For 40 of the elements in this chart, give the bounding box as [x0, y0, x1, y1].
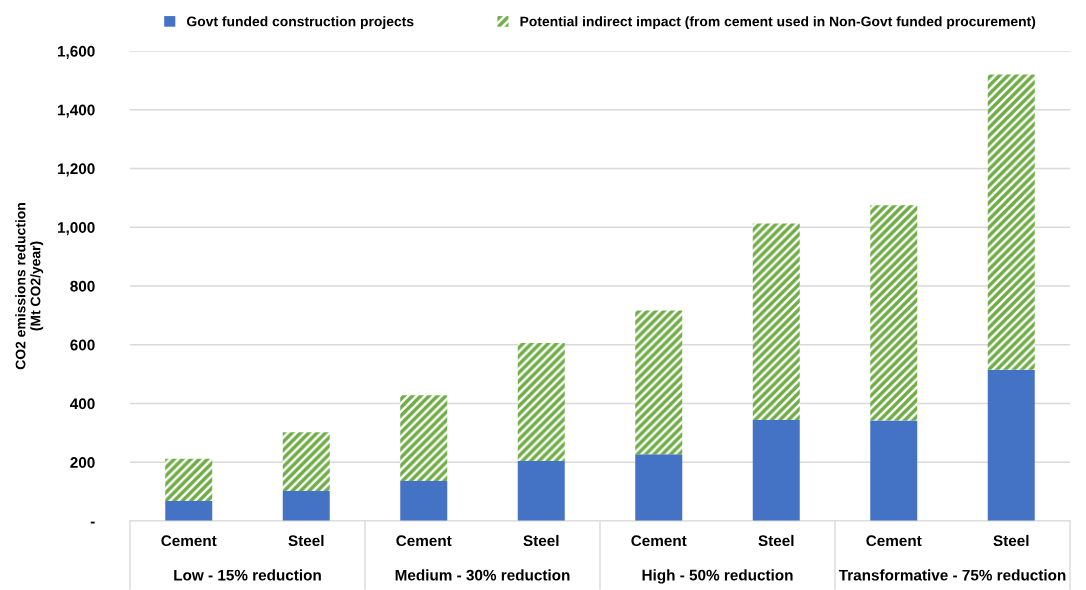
x-tick-label: Steel: [993, 534, 1029, 547]
bar: [517, 461, 565, 521]
bar: [752, 223, 800, 420]
y-tick-label: 1,600: [58, 45, 95, 59]
x-tick-label: Cement: [866, 535, 922, 547]
bar: [635, 454, 683, 521]
y-tick-label: 800: [70, 280, 95, 292]
x-tick-label: Steel: [758, 534, 794, 547]
x-tick-label: Steel: [288, 534, 324, 547]
y-tick-label: 400: [70, 398, 95, 410]
y-tick-label: 600: [70, 339, 95, 351]
y-axis-title: CO2 emissions reduction (Mt CO2/year): [15, 203, 44, 370]
x-tick-label: Steel: [523, 534, 559, 547]
bar: [635, 310, 683, 455]
text: Medium - 30% reduction: [395, 569, 570, 581]
bar: [752, 419, 800, 521]
bar: [400, 395, 448, 482]
bar: [987, 74, 1035, 370]
y-tick-label: -: [90, 521, 95, 524]
bar: [282, 491, 330, 521]
y-tick-label: 1,200: [58, 163, 95, 177]
y-tick-label: 200: [70, 457, 95, 468]
x-tick-label: Cement: [396, 535, 452, 547]
text: Low - 15% reduction: [174, 569, 321, 581]
x-tick-label: Cement: [631, 535, 687, 547]
bar: [870, 420, 918, 521]
bar: [517, 342, 565, 462]
bar: [870, 205, 918, 421]
text: High - 50% reduction: [642, 569, 793, 584]
bar: [165, 501, 213, 521]
bar: [282, 432, 330, 492]
x-tick-label: Cement: [161, 535, 217, 547]
bar: [987, 369, 1035, 521]
bar: [400, 481, 448, 521]
text: Transformative - 75% reduction: [838, 569, 1066, 581]
legend-label: Govt funded construction projects: [186, 16, 414, 30]
legend-label: Potential indirect impact (from cement used in Non-Govt funded procurement): [520, 16, 1036, 30]
y-tick-label: 1,000: [58, 222, 95, 236]
y-tick-label: 1,400: [58, 104, 95, 118]
bar: [165, 458, 213, 502]
